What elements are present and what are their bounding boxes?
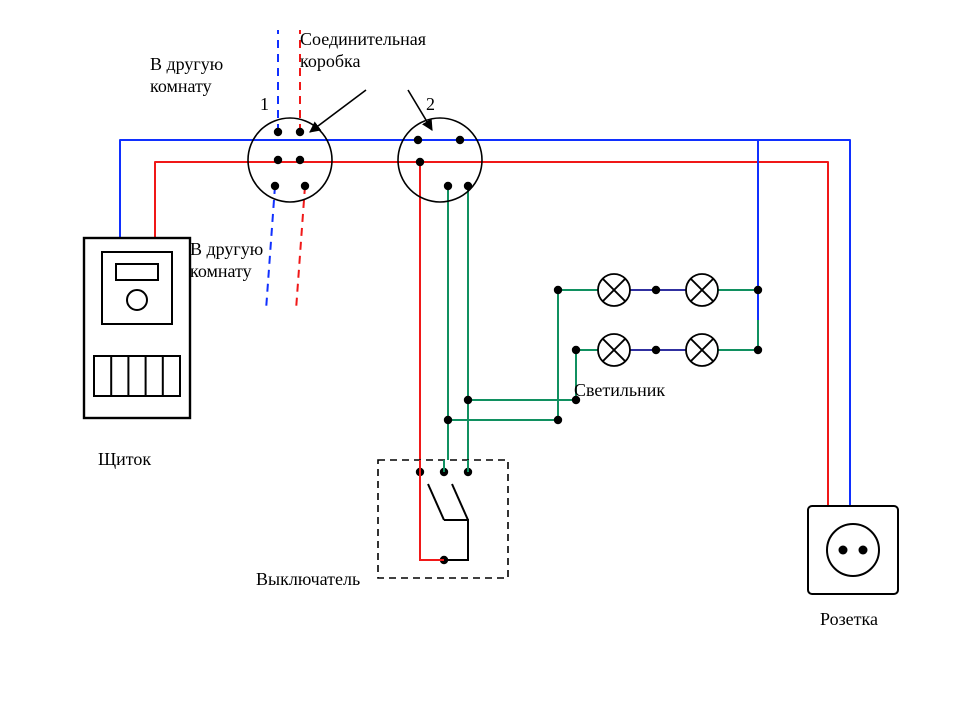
label-socket: Розетка xyxy=(820,609,878,629)
switch xyxy=(378,460,508,578)
junction-box-1 xyxy=(248,118,332,202)
node xyxy=(296,128,304,136)
node xyxy=(444,182,452,190)
label-junction: коробка xyxy=(300,51,360,71)
node xyxy=(554,416,562,424)
label-luminaire: Светильник xyxy=(574,380,665,400)
node xyxy=(301,182,309,190)
label-other-room-top: В другую xyxy=(150,54,223,74)
wire-red xyxy=(155,162,828,506)
lamp-icon xyxy=(598,274,630,306)
label-jb1: 1 xyxy=(260,94,269,114)
node xyxy=(414,136,422,144)
lamp-icon xyxy=(686,274,718,306)
node xyxy=(652,346,660,354)
wire-green xyxy=(718,290,758,350)
pointer-arrow xyxy=(310,90,366,132)
socket xyxy=(808,506,898,594)
node xyxy=(464,182,472,190)
lamp-icon xyxy=(686,334,718,366)
node xyxy=(652,286,660,294)
node xyxy=(444,416,452,424)
label-other-room-bottom: комнату xyxy=(190,261,252,281)
node xyxy=(754,286,762,294)
node xyxy=(274,128,282,136)
label-other-room-top: комнату xyxy=(150,76,212,96)
label-junction: Соединительная xyxy=(300,29,426,49)
node xyxy=(554,286,562,294)
wire-blue xyxy=(120,140,850,506)
wire-blue xyxy=(266,186,275,310)
lamp-icon xyxy=(598,334,630,366)
wire-red xyxy=(296,186,305,310)
node xyxy=(572,346,580,354)
label-panel: Щиток xyxy=(98,449,151,469)
label-jb2: 2 xyxy=(426,94,435,114)
label-switch: Выключатель xyxy=(256,569,360,589)
node xyxy=(464,396,472,404)
panel xyxy=(84,238,190,418)
wiring-diagram: СоединительнаякоробкаВ другуюкомнатуВ др… xyxy=(0,0,960,720)
node xyxy=(416,158,424,166)
label-other-room-bottom: В другую xyxy=(190,239,263,259)
node xyxy=(271,182,279,190)
node xyxy=(296,156,304,164)
node xyxy=(754,346,762,354)
wire-green xyxy=(468,186,598,400)
node xyxy=(274,156,282,164)
node xyxy=(456,136,464,144)
